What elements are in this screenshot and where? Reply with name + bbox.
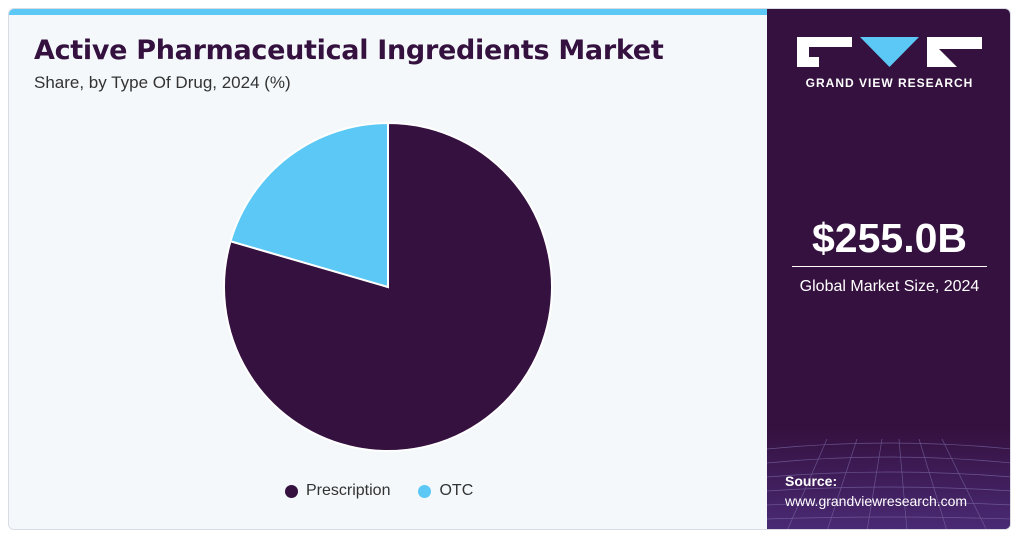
report-card: Active Pharmaceutical Ingredients Market… bbox=[8, 8, 1011, 530]
top-accent-bar bbox=[9, 9, 767, 15]
source-title: Source: bbox=[785, 473, 838, 489]
market-size-label: Global Market Size, 2024 bbox=[799, 278, 980, 295]
legend-swatch-otc bbox=[418, 484, 432, 498]
legend-swatch-prescription bbox=[285, 484, 298, 498]
decorative-grid-graphic bbox=[767, 429, 1010, 529]
chart-title: Active Pharmaceutical Ingredients Market bbox=[34, 35, 664, 66]
chart-legend: Prescription OTC bbox=[285, 482, 501, 500]
divider-line bbox=[792, 266, 987, 267]
legend-item-prescription: Prescription bbox=[285, 482, 390, 500]
pie-slice-otc bbox=[229, 121, 389, 289]
legend-item-otc: OTC bbox=[418, 482, 473, 500]
sidebar-panel: GRAND VIEW RESEARCH $255.0B Global Marke… bbox=[767, 9, 1010, 529]
legend-label-prescription: Prescription bbox=[306, 482, 391, 499]
source-url[interactable]: www.grandviewresearch.com bbox=[785, 493, 968, 509]
chart-panel: Active Pharmaceutical Ingredients Market… bbox=[9, 9, 767, 529]
legend-label-otc: OTC bbox=[439, 482, 474, 499]
pie-chart bbox=[223, 121, 553, 452]
grand-view-research-logo bbox=[797, 37, 982, 67]
market-size-value: $255.0B bbox=[811, 215, 967, 261]
chart-subtitle: Share, by Type Of Drug, 2024 (%) bbox=[34, 73, 291, 92]
brand-name: GRAND VIEW RESEARCH bbox=[805, 76, 974, 90]
